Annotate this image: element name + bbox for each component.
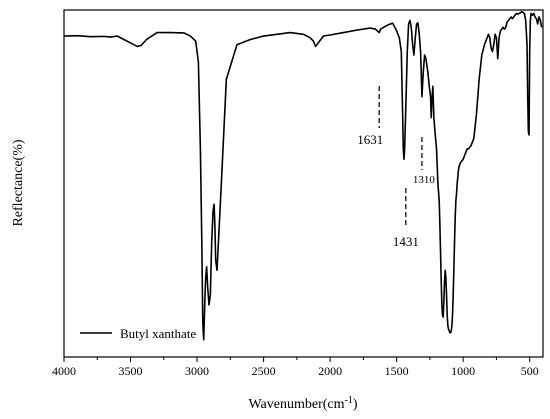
legend-entry-butyl-xanthate: Butyl xanthate [120, 326, 196, 341]
y-axis-title: Reflectance(%) [11, 139, 26, 226]
plot-frame [63, 9, 544, 358]
legend: Butyl xanthate [80, 326, 196, 341]
x-tick-label-1000: 1000 [451, 364, 475, 378]
annotation-label-1431: 1431 [393, 234, 419, 249]
x-tick-label-3000: 3000 [185, 364, 209, 378]
x-axis-ticks: 4000 3500 3000 2500 2000 1500 1000 500 [52, 357, 539, 378]
annotation-label-1631: 1631 [357, 132, 383, 147]
x-tick-label-3500: 3500 [119, 364, 143, 378]
x-axis-title: Wavenumber(cm-1) [248, 395, 357, 413]
x-tick-label-2000: 2000 [318, 364, 342, 378]
annotation-label-1310: 1310 [413, 174, 436, 186]
x-tick-label-500: 500 [521, 364, 539, 378]
x-tick-label-2500: 2500 [252, 364, 276, 378]
x-tick-label-4000: 4000 [52, 364, 76, 378]
x-tick-label-1500: 1500 [385, 364, 409, 378]
peak-annotations: 1631 1431 1310 [357, 86, 435, 249]
series-line-butyl-xanthate [63, 10, 543, 341]
